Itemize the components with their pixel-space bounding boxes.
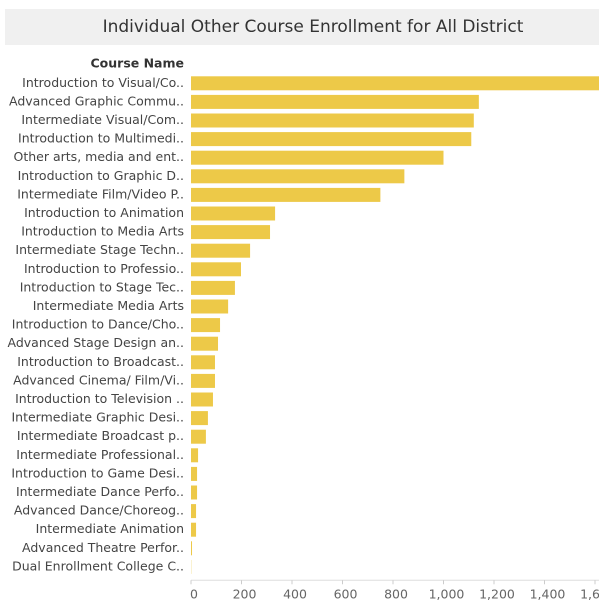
y-tick-label: Introduction to Dance/Cho.. [12,317,184,332]
y-tick-label: Intermediate Stage Techn.. [15,242,184,257]
bar [191,187,381,202]
bar [191,280,235,295]
title-band [5,9,599,45]
y-tick-label: Intermediate Professional.. [16,447,184,462]
x-tick-label: 1,000 [429,587,465,602]
bar [191,448,199,463]
bar [191,541,193,556]
y-tick-label: Introduction to Stage Tec.. [20,279,184,294]
bar [191,411,208,426]
y-tick-label: Introduction to Television .. [15,391,184,406]
bar [191,522,197,537]
y-tick-label: Intermediate Media Arts [33,298,184,313]
bar [191,373,215,388]
y-tick-label: Intermediate Dance Perfo.. [16,484,184,499]
y-tick-label: Intermediate Broadcast p.. [17,428,184,443]
bar [191,485,198,500]
y-tick-label: Advanced Dance/Choreog.. [14,503,184,518]
y-tick-label: Introduction to Professio.. [24,261,184,276]
x-tick-label: 200 [233,587,257,602]
chart-title: Individual Other Course Enrollment for A… [103,17,524,37]
bar [191,262,241,277]
y-tick-label: Intermediate Graphic Desi.. [11,410,184,425]
axis-title: Course Name [91,56,185,71]
y-tick-label: Intermediate Animation [36,521,184,536]
y-tick-label: Advanced Cinema/ Film/Vi.. [13,372,184,387]
bar [191,299,229,314]
bar [191,336,219,351]
y-tick-label: Introduction to Visual/Co.. [22,75,184,90]
y-tick-label: Introduction to Game Desi.. [11,465,184,480]
y-tick-label: Other arts, media and ent.. [14,149,184,164]
y-tick-label: Advanced Stage Design an.. [8,335,184,350]
x-tick-label: 600 [334,587,358,602]
x-tick-label: 1,200 [479,587,515,602]
bar [191,150,444,165]
bar [191,466,198,481]
x-tick-label: 1,400 [530,587,566,602]
y-tick-label: Introduction to Multimedi.. [18,131,184,146]
y-tick-label: Advanced Theatre Perfor.. [22,540,184,555]
bar [191,429,206,444]
bar [191,318,221,333]
bar [191,243,251,258]
bar [191,94,479,109]
bar [191,132,472,147]
y-tick-label: Intermediate Film/Video P.. [17,186,184,201]
bar [191,392,213,407]
y-tick-label: Introduction to Broadcast.. [17,354,184,369]
bar [191,76,599,91]
y-tick-label: Introduction to Media Arts [21,224,184,239]
x-tick-label: 0 [190,587,198,602]
bar [191,504,197,519]
bar [191,206,276,221]
bar [191,355,215,370]
y-tick-label: Intermediate Visual/Com.. [21,112,184,127]
x-tick-label: 1,600 [580,587,599,602]
bar [191,169,405,184]
x-tick-label: 400 [283,587,307,602]
y-tick-label: Advanced Graphic Commu.. [9,93,184,108]
x-tick-label: 800 [384,587,408,602]
bar [191,113,474,128]
bar [191,225,271,240]
y-tick-label: Introduction to Animation [24,205,184,220]
y-tick-label: Introduction to Graphic D.. [18,168,184,183]
y-tick-label: Dual Enrollment College C.. [12,558,184,573]
